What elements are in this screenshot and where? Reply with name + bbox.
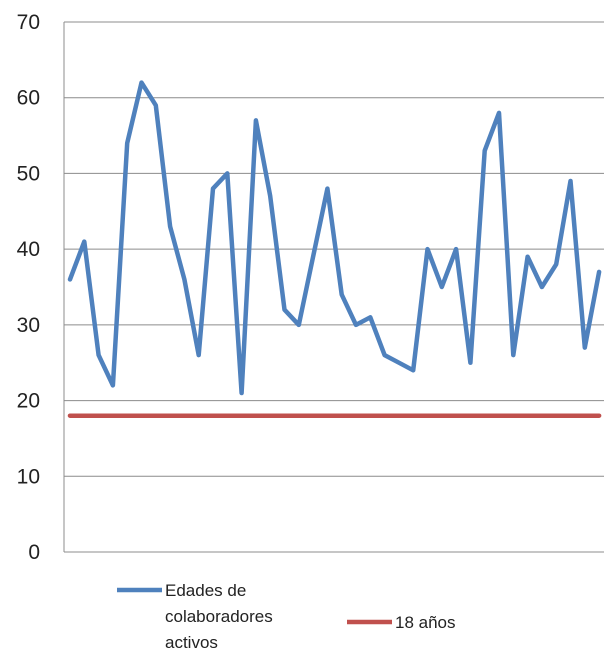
y-tick-label: 0 — [28, 541, 40, 564]
legend-label-edades: activos — [165, 633, 218, 652]
y-tick-label: 30 — [17, 314, 40, 337]
series-lines — [67, 80, 602, 418]
axes — [63, 22, 604, 553]
series-line-edades — [67, 80, 602, 396]
legend-label-18-anos: 18 años — [395, 613, 456, 632]
legend-label-edades: colaboradores — [165, 607, 273, 626]
y-tick-label: 50 — [17, 162, 40, 185]
legend: Edades de colaboradores activos 18 años — [117, 581, 456, 652]
y-tick-labels: 0 10 20 30 40 50 60 70 — [17, 11, 40, 564]
y-tick-label: 60 — [17, 87, 40, 110]
legend-label-edades: Edades de — [165, 581, 246, 600]
y-tick-label: 70 — [17, 11, 40, 34]
y-tick-label: 20 — [17, 390, 40, 413]
y-tick-label: 10 — [17, 465, 40, 488]
y-tick-label: 40 — [17, 238, 40, 261]
gridlines — [64, 21, 604, 477]
